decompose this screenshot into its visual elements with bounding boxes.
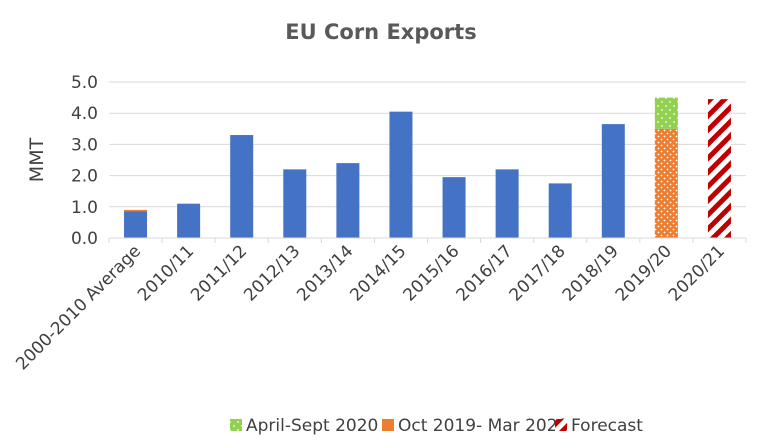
legend-label: Oct 2019- Mar 2020 [398,416,568,436]
bar [548,183,572,238]
x-tick-label: 2016/17 [453,241,517,305]
bar [654,128,678,238]
bar [124,209,148,212]
bar [230,135,254,238]
x-tick-label: 2020/21 [665,241,729,305]
legend-swatch [555,419,567,431]
bar [601,124,625,238]
y-tick-label: 0.0 [71,229,98,249]
x-tick-label: 2011/12 [187,241,251,305]
x-tick-label: 2018/19 [559,241,623,305]
legend-swatch [382,419,394,431]
legend: April-Sept 2020 Oct 2019- Mar 2020 Forecas… [230,416,643,436]
legend-label: Forecast [571,416,643,436]
y-tick-label: 1.0 [71,198,98,218]
y-tick-label: 2.0 [71,167,98,187]
bar [442,177,466,238]
y-axis-ticks: 0.0 1.0 2.0 3.0 4.0 5.0 [71,73,98,249]
bar [177,203,201,238]
bar [654,97,678,129]
x-tick-label: 2014/15 [346,241,410,305]
bar [707,99,731,238]
bars [124,97,731,238]
x-tick-label: 2013/14 [293,241,357,305]
x-axis-ticks: 2000-2010 Average2010/112011/122012/1320… [12,238,747,374]
bar [495,169,519,238]
chart-title: EU Corn Exports [285,20,476,44]
x-tick-label: 2015/16 [399,241,463,305]
bar [124,211,148,238]
y-tick-label: 4.0 [71,104,98,124]
bar [283,169,307,238]
bar [336,163,360,238]
x-tick-label: 2010/11 [134,241,198,305]
legend-label: April-Sept 2020 [246,416,378,436]
y-tick-label: 5.0 [71,73,98,93]
legend-swatch [230,419,242,431]
y-tick-label: 3.0 [71,135,98,155]
x-tick-label: 2019/20 [612,241,676,305]
bar [389,111,413,238]
y-axis-label: MMT [26,137,48,182]
x-tick-label: 2017/18 [506,241,570,305]
gridlines [109,81,746,208]
x-tick-label: 2000-2010 Average [12,241,145,374]
x-tick-label: 2012/13 [240,241,304,305]
